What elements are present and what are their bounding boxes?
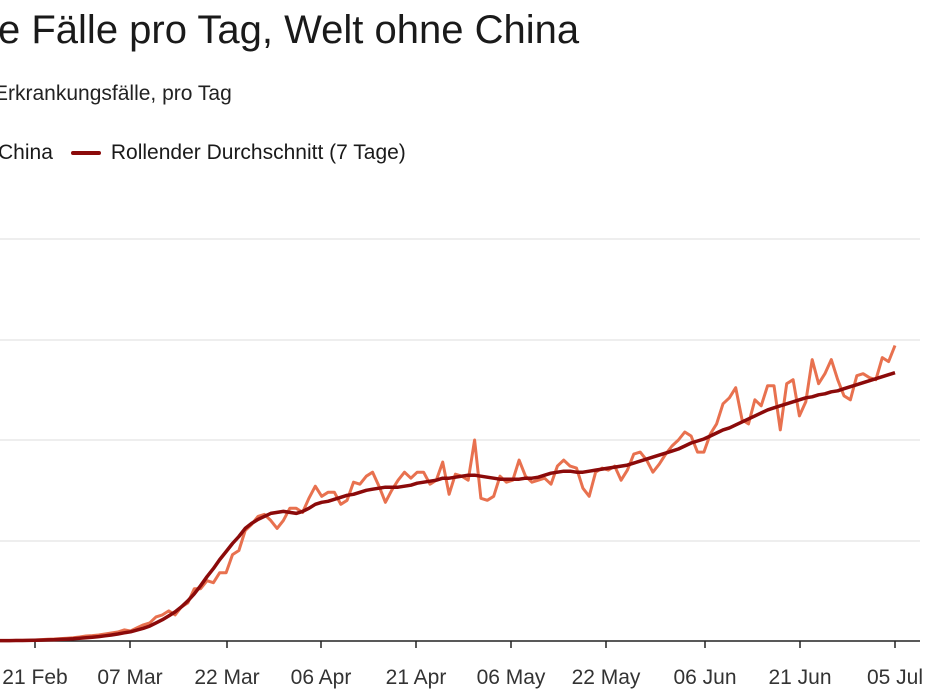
x-tick-label: 07 Mar <box>97 666 162 689</box>
series-line-daily <box>0 344 897 643</box>
legend-label-rolling: Rollender Durchschnitt (7 Tage) <box>110 141 406 164</box>
series-line-rolling <box>0 371 896 643</box>
legend-swatch-rolling <box>70 151 101 155</box>
x-tick-label: 21 Jun <box>768 666 831 689</box>
x-tick-label: 22 Mar <box>194 666 259 689</box>
legend-item-rolling[interactable]: Rollender Durchschnitt (7 Tage) <box>70 141 406 165</box>
legend-item-daily[interactable]: China <box>0 141 53 165</box>
x-tick-label: 22 May <box>572 666 641 689</box>
legend: China Rollender Durchschnitt (7 Tage) <box>0 141 406 165</box>
x-tick-label: 05 Jul <box>867 666 923 689</box>
x-tick-label: 06 Jun <box>673 666 736 689</box>
chart-subtitle: Erkrankungsfälle, pro Tag <box>0 82 232 105</box>
legend-label-daily: China <box>0 141 53 164</box>
chart-title: e Fälle pro Tag, Welt ohne China <box>0 8 580 52</box>
x-tick-label: 21 Apr <box>386 666 447 689</box>
x-tick-label: 06 Apr <box>291 666 352 689</box>
x-tick-label: 21 Feb <box>2 666 67 689</box>
x-tick-label: 06 May <box>477 666 546 689</box>
